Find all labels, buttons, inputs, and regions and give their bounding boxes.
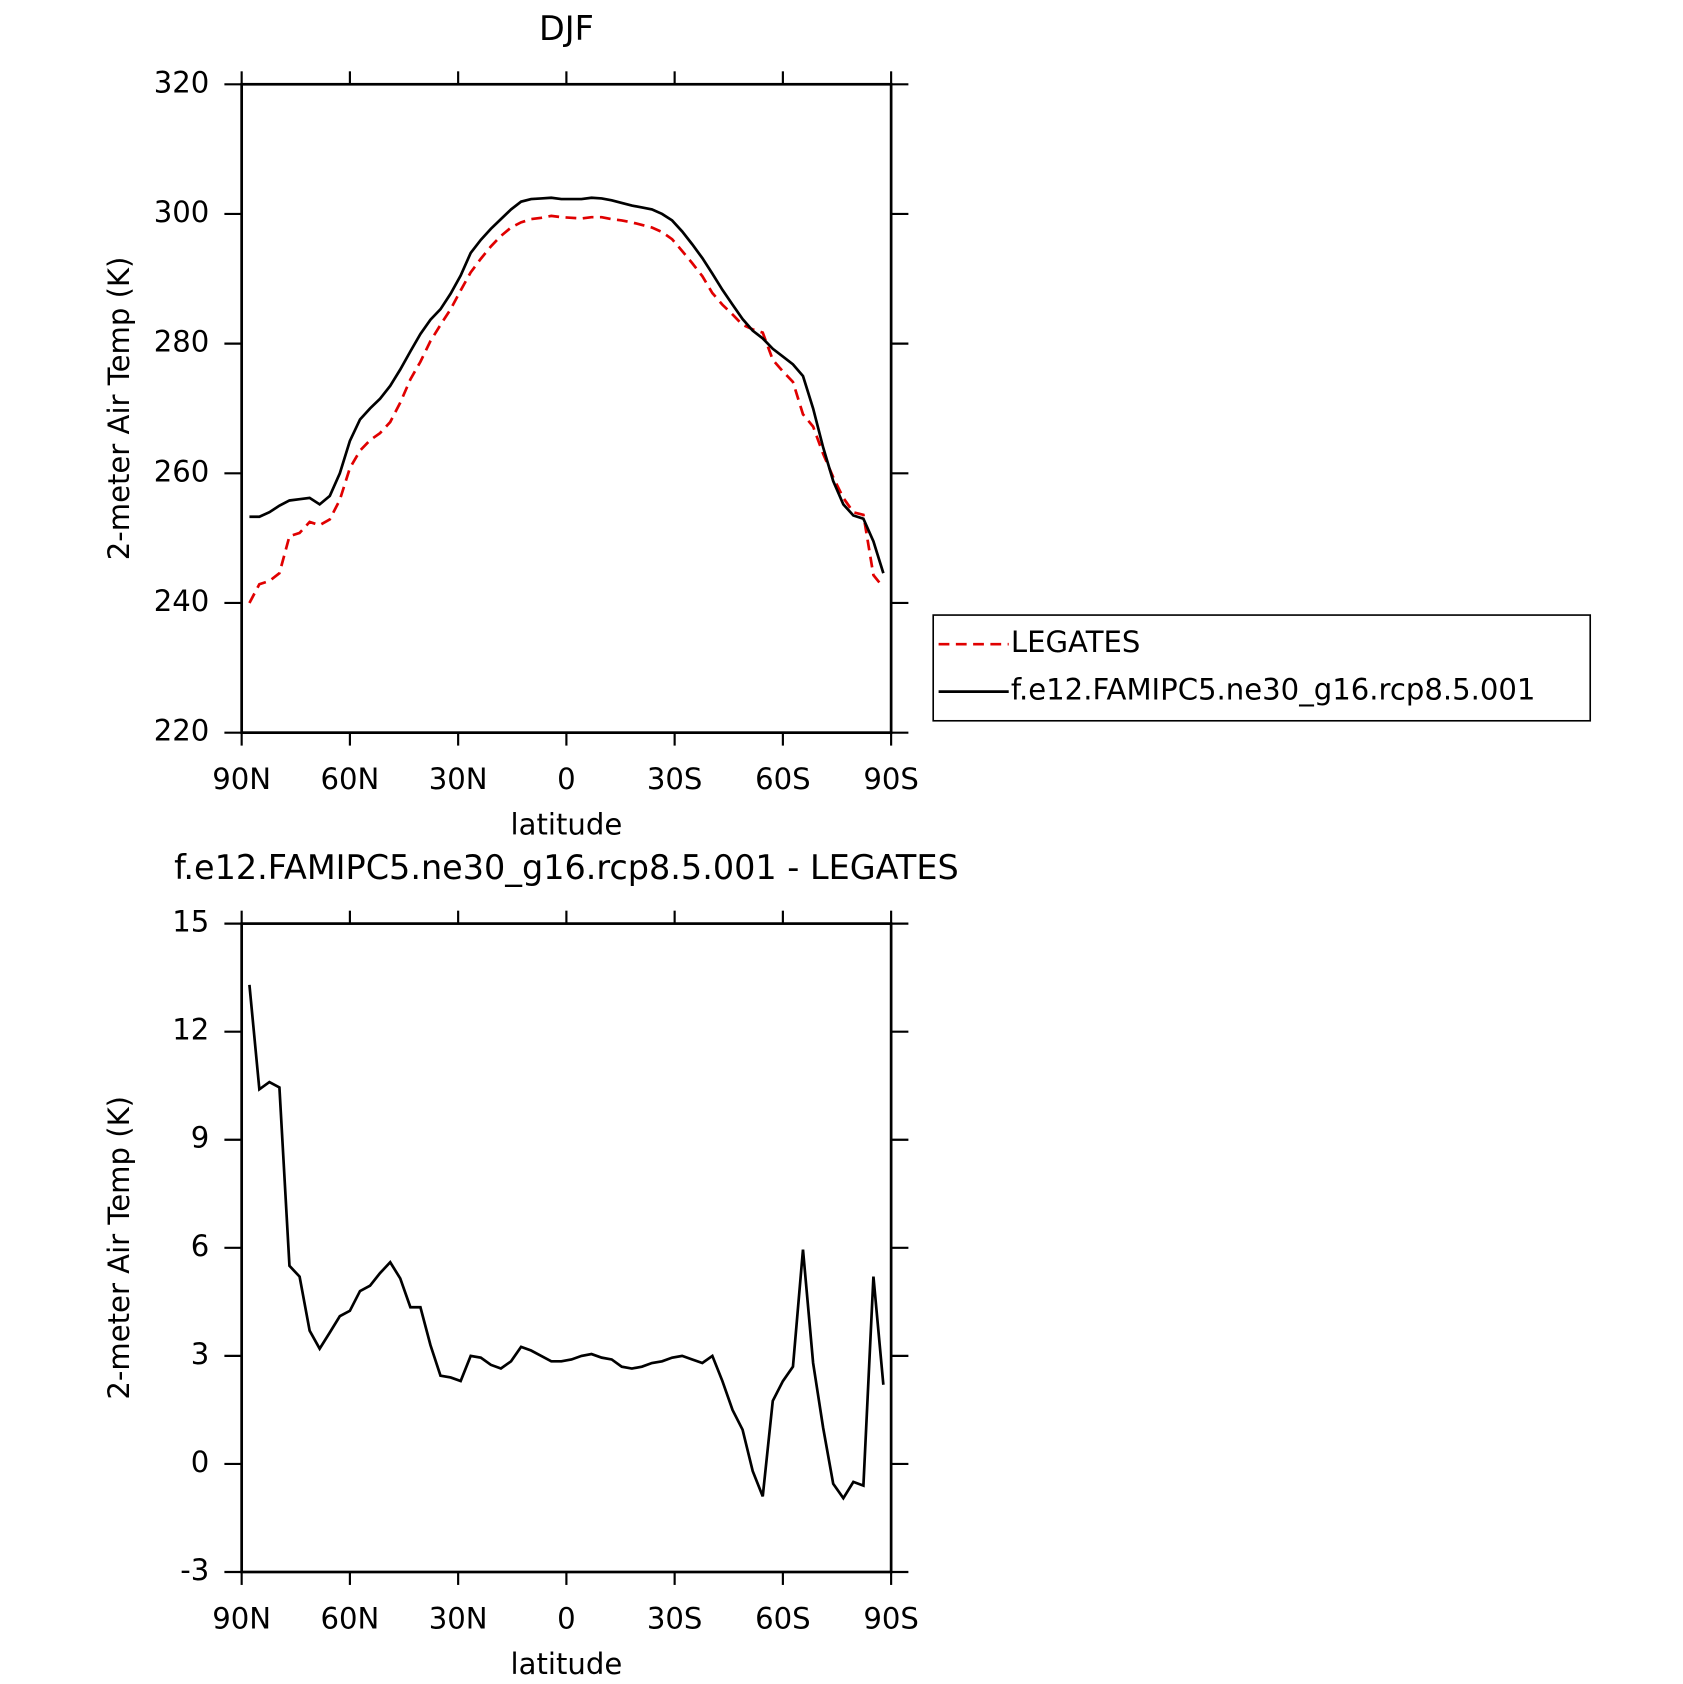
x-tick-label: 0 <box>557 762 576 796</box>
data-line <box>249 196 885 574</box>
x-tick-label: 30S <box>647 762 703 796</box>
x-axis-label: latitude <box>511 808 623 842</box>
x-tick-label: 60S <box>755 1602 811 1636</box>
data-line <box>248 984 885 1501</box>
y-tick-label: 260 <box>154 454 210 488</box>
x-tick-label: 60S <box>755 762 811 796</box>
chart-title: f.e12.FAMIPC5.ne30_g16.rcp8.5.001 - LEGA… <box>174 848 959 887</box>
x-tick-label: 60N <box>320 1602 379 1636</box>
y-tick-label: 280 <box>154 325 210 359</box>
y-tick-label: 300 <box>154 195 210 229</box>
x-tick-label: 30N <box>429 1602 488 1636</box>
x-tick-label: 90S <box>863 1602 919 1636</box>
y-tick-label: 12 <box>172 1013 209 1047</box>
y-tick-label: 0 <box>191 1445 210 1479</box>
y-tick-label: 6 <box>191 1229 210 1263</box>
x-tick-label: 90S <box>863 762 919 796</box>
x-tick-label: 90N <box>212 1602 271 1636</box>
legend-label: LEGATES <box>1011 625 1140 659</box>
x-tick-label: 90N <box>212 762 271 796</box>
x-axis-label: latitude <box>511 1647 623 1680</box>
data-line <box>248 214 885 604</box>
x-tick-label: 0 <box>557 1602 576 1636</box>
legend-box <box>932 614 1592 722</box>
y-tick-label: -3 <box>180 1553 209 1587</box>
chart-title: DJF <box>539 9 594 48</box>
plot-frame <box>240 82 893 735</box>
y-axis-label: 2-meter Air Temp (K) <box>102 257 136 561</box>
x-tick-label: 30S <box>647 1602 703 1636</box>
x-tick-label: 30N <box>429 762 488 796</box>
y-tick-label: 320 <box>154 65 210 99</box>
x-tick-label: 60N <box>320 762 379 796</box>
y-tick-label: 9 <box>191 1121 210 1155</box>
y-tick-label: 15 <box>172 905 209 939</box>
y-tick-label: 3 <box>191 1337 210 1371</box>
plot-frame <box>240 922 893 1574</box>
y-tick-label: 240 <box>154 584 210 618</box>
y-tick-label: 220 <box>154 714 210 748</box>
y-axis-label: 2-meter Air Temp (K) <box>102 1096 136 1400</box>
legend-label: f.e12.FAMIPC5.ne30_g16.rcp8.5.001 <box>1011 673 1536 707</box>
